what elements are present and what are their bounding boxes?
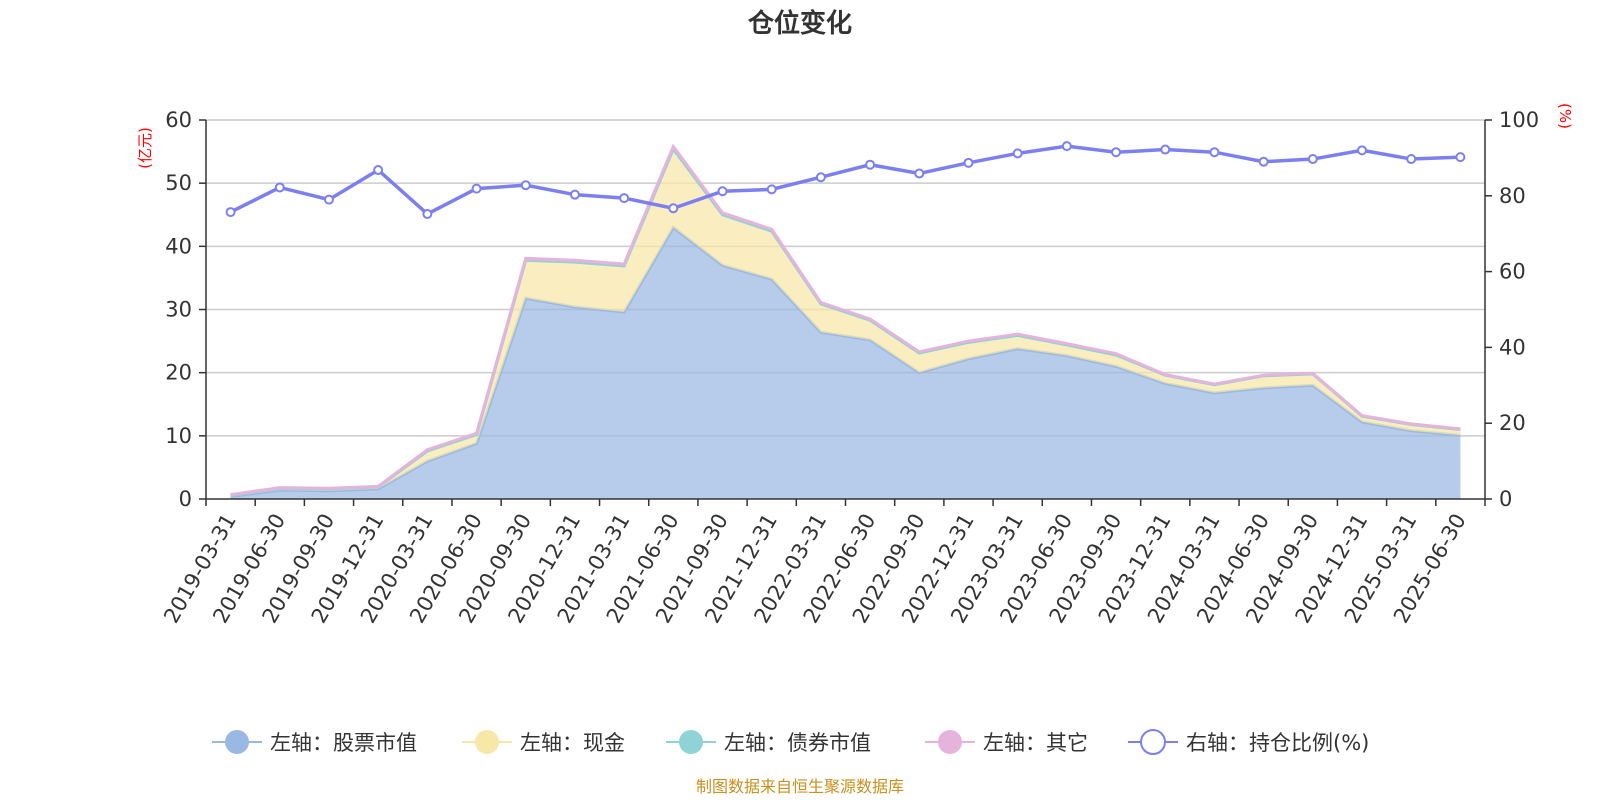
line-point (1061, 141, 1072, 152)
right-axis-tick-label: 100 (1499, 108, 1539, 132)
line-point (1209, 147, 1220, 158)
line-point (1160, 144, 1171, 155)
line-右轴：持仓比例(%) (229, 144, 1461, 217)
left-axis-tick-label: 30 (165, 298, 192, 322)
legend: 左轴：股票市值 左轴：现金 左轴：债券市值 左轴：其它 右轴：持仓比例(%) (212, 729, 1369, 755)
line-point (865, 159, 876, 170)
line-point (668, 203, 679, 214)
left-axis-unit: (亿元) (136, 127, 154, 169)
legend-marker (679, 730, 703, 754)
legend-label: 左轴：股票市值 (270, 731, 417, 755)
area-左轴：股票市值 (230, 227, 1461, 499)
right-axis-tick-label: 80 (1499, 184, 1526, 208)
area-series (230, 143, 1461, 499)
line-point (323, 194, 334, 205)
left-axis-tick-label: 60 (165, 108, 192, 132)
line-point (1012, 148, 1023, 159)
right-axis-tick-label: 20 (1499, 411, 1526, 435)
area-左轴：现金 (230, 149, 1461, 497)
line-point (1258, 156, 1269, 167)
legend-marker (938, 730, 962, 754)
right-axis-unit: (%) (1556, 103, 1574, 129)
legend-label: 右轴：持仓比例(%) (1186, 731, 1369, 755)
line-point (422, 208, 433, 219)
data-source-note: 制图数据来自恒生聚源数据库 (696, 777, 904, 796)
area-edge-左轴：其它 (230, 143, 1461, 497)
line-point (815, 172, 826, 183)
line-point (569, 189, 580, 200)
line-point (274, 182, 285, 193)
right-axis-tick-label: 60 (1499, 260, 1526, 284)
line-point (1357, 145, 1368, 156)
left-axis-tick-label: 0 (179, 487, 192, 511)
right-axis-tick-label: 40 (1499, 335, 1526, 359)
line-point (520, 180, 531, 191)
line-point (1307, 154, 1318, 165)
legend-marker (475, 730, 499, 754)
line-point (225, 207, 236, 218)
left-axis-tick-label: 10 (165, 424, 192, 448)
legend-marker (225, 730, 249, 754)
chart-title: 仓位变化 (747, 8, 852, 39)
legend-label: 左轴：其它 (983, 731, 1088, 755)
line-point (914, 168, 925, 179)
line-point (963, 157, 974, 168)
line-point (1455, 152, 1466, 163)
line-point (619, 193, 630, 204)
line-point (471, 183, 482, 194)
left-axis-tick-label: 50 (165, 171, 192, 195)
line-point (1111, 147, 1122, 158)
line-series (225, 141, 1466, 219)
line-point (373, 165, 384, 176)
line-point (717, 186, 728, 197)
right-axis-tick-label: 0 (1499, 487, 1512, 511)
left-axis-tick-label: 40 (165, 234, 192, 258)
left-axis-tick-label: 20 (165, 361, 192, 385)
legend-label: 左轴：债券市值 (724, 731, 871, 755)
line-point (766, 184, 777, 195)
legend-marker (1140, 729, 1166, 755)
legend-label: 左轴：现金 (520, 731, 625, 755)
line-point (1406, 154, 1417, 165)
